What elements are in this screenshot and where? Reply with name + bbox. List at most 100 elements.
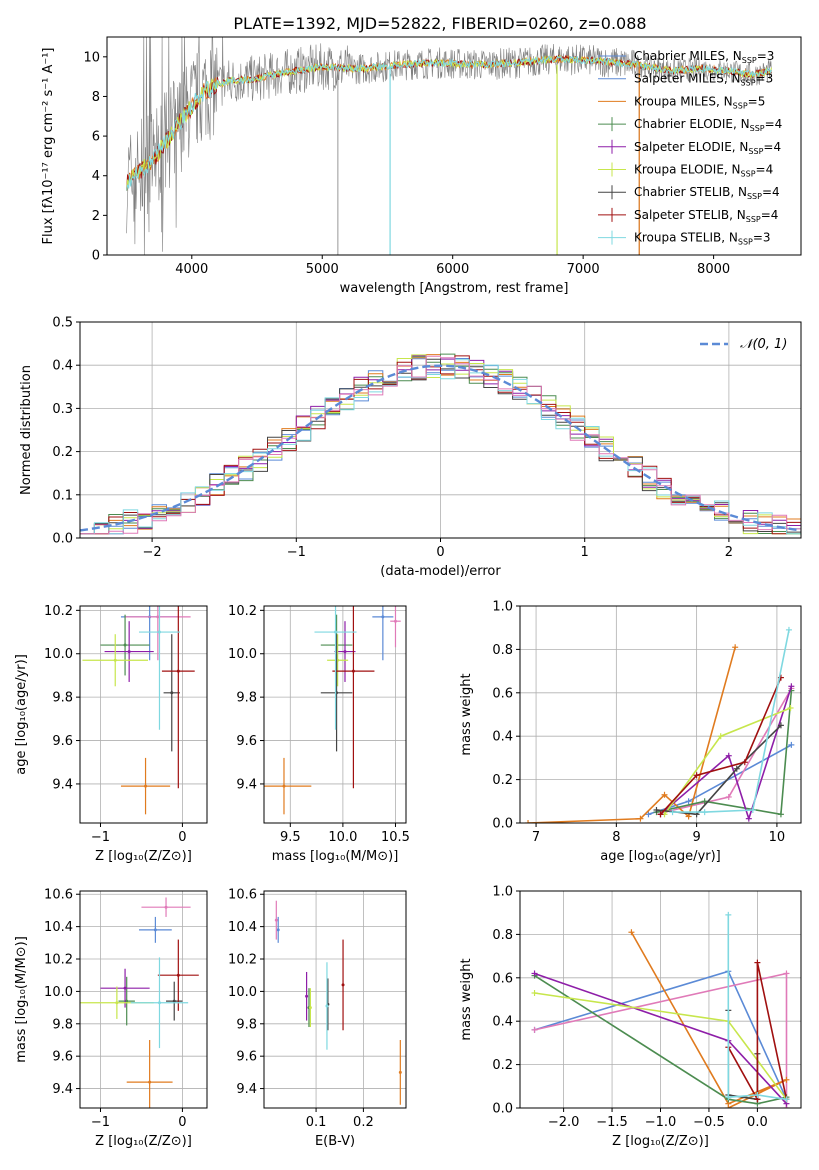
axes-frame — [263, 890, 407, 1109]
histogram-red — [80, 355, 801, 535]
data-point — [325, 1004, 329, 1008]
legend-sub: SSP — [738, 238, 753, 247]
data-point — [157, 1001, 161, 1005]
x-axis-label: mass [log₁₀(M/M⊙)] — [272, 849, 399, 864]
legend-tail: =5 — [748, 94, 766, 108]
y-tick-label: 0.4 — [52, 359, 73, 374]
data-point — [282, 784, 286, 788]
legend-sub: SSP — [733, 101, 748, 110]
axes-frame — [519, 605, 802, 824]
y-tick-label: 9.4 — [52, 1082, 73, 1097]
legend-label: Kroupa MILES, N — [634, 94, 733, 108]
data-point — [274, 918, 278, 922]
legend-entry: Salpeter MILES, NSSP=3 — [634, 72, 773, 88]
x-tick-label: −2.0 — [548, 1115, 580, 1130]
legend-entry: Chabrier STELIB, NSSP=4 — [634, 185, 780, 201]
y-axis-label: age [log₁₀(age/yr)] — [14, 654, 29, 775]
histogram-pink — [80, 355, 801, 535]
data-point — [393, 619, 397, 623]
axes-frame — [79, 605, 208, 824]
panel-age-weight: 7 8 9 10 0.0 0.2 0.4 0.6 0.8 1.0 age [log₁₀(age/yr… — [459, 600, 802, 864]
legend-sub: SSP — [742, 56, 757, 65]
legend-tail: =4 — [761, 208, 779, 222]
model-spectrum-yellowgreen — [126, 54, 772, 191]
legend-entry: Kroupa STELIB, NSSP=3 — [634, 231, 771, 247]
x-tick-label: −2 — [143, 545, 162, 560]
y-tick-label: 10 — [83, 50, 100, 65]
x-tick-label: 0.1 — [306, 1115, 327, 1130]
plot-area — [531, 911, 790, 1108]
legend-entry: Chabrier MILES, NSSP=3 — [634, 49, 774, 65]
y-tick-label: 9.4 — [236, 1082, 257, 1097]
axes-frame — [106, 36, 802, 256]
data-point — [176, 973, 180, 977]
x-tick-label: −1.0 — [645, 1115, 677, 1130]
legend-label: Kroupa STELIB, N — [634, 231, 738, 245]
x-axis-label: wavelength [Angstrom, rest frame] — [340, 281, 569, 296]
panel-residuals: −2 −1 0 1 2 0.0 0.1 0.2 0.3 0.4 0.5 (data-model)/er… — [19, 316, 802, 579]
x-tick-label: 5000 — [306, 262, 339, 277]
y-tick-label: 0.2 — [52, 445, 73, 460]
x-tick-label: 9.5 — [280, 830, 301, 845]
x-tick-label: 0.0 — [747, 1115, 768, 1130]
y-tick-label: 9.8 — [236, 1017, 257, 1032]
y-tick-label: 0.3 — [52, 402, 73, 417]
y-tick-label: 10.4 — [228, 920, 257, 935]
legend-sub: SSP — [750, 124, 765, 133]
y-axis-label: mass [log₁₀(M/M⊙)] — [14, 936, 29, 1063]
axes-frame — [79, 890, 208, 1109]
panel-z-mass: −1 0 9.4 9.6 9.8 10.0 10.2 10.4 10.6 Z [log₁₀(Z/Z… — [14, 888, 208, 1149]
y-tick-label: 1.0 — [492, 885, 513, 900]
x-tick-label: 0 — [178, 1115, 186, 1130]
y-axis-label: mass weight — [459, 673, 474, 755]
legend-sub: SSP — [746, 215, 761, 224]
y-tick-label: 0.8 — [492, 643, 513, 658]
data-point — [144, 784, 148, 788]
y-tick-label: 8 — [92, 90, 100, 105]
data-point — [398, 1070, 402, 1074]
y-tick-label: 6 — [92, 130, 100, 145]
plot-area — [525, 626, 795, 823]
weight-line-orange — [527, 646, 736, 823]
y-tick-label: 1.0 — [492, 600, 513, 615]
x-tick-label: 6000 — [436, 262, 469, 277]
x-tick-label: 8 — [612, 830, 620, 845]
axes-frame — [79, 321, 802, 539]
legend-sub: SSP — [747, 192, 762, 201]
data-point — [176, 669, 180, 673]
histogram-cyan — [80, 359, 801, 535]
y-tick-label: 0.6 — [492, 686, 513, 701]
legend-label: 𝒩(0, 1) — [740, 337, 787, 352]
x-tick-label: −1 — [91, 830, 110, 845]
y-tick-label: 0.2 — [492, 773, 513, 788]
y-axis-label: Flux [fλ10⁻¹⁷ erg cm⁻² s⁻¹ A⁻¹] — [41, 48, 56, 245]
x-axis-label: age [log₁₀(age/yr)] — [600, 849, 721, 864]
y-tick-label: 0.8 — [492, 928, 513, 943]
y-tick-label: 10.0 — [228, 985, 257, 1000]
x-tick-label: 7 — [532, 830, 540, 845]
x-tick-label: 0.2 — [353, 1115, 374, 1130]
legend-sub: SSP — [748, 147, 763, 156]
weight-line-green — [656, 690, 793, 816]
x-tick-label: −1 — [287, 545, 306, 560]
data-point — [115, 1001, 119, 1005]
y-tick-label: 0.6 — [492, 971, 513, 986]
x-tick-label: 0 — [178, 830, 186, 845]
y-tick-label: 9.4 — [236, 777, 257, 792]
legend-label: Salpeter STELIB, N — [634, 208, 746, 222]
x-tick-label: −1 — [91, 1115, 110, 1130]
y-tick-label: 9.6 — [236, 734, 257, 749]
weight-line-red — [659, 677, 782, 815]
plot-area — [80, 353, 801, 535]
legend-sub: SSP — [741, 170, 756, 179]
weight-line-red — [727, 962, 788, 1103]
data-point — [334, 630, 338, 634]
y-tick-label: 10.0 — [44, 647, 73, 662]
data-point — [123, 986, 127, 990]
y-tick-label: 0.1 — [52, 488, 73, 503]
legend-tail: =4 — [762, 185, 780, 199]
weight-line-cyan — [672, 629, 790, 813]
y-tick-label: 0.0 — [52, 532, 73, 547]
data-point — [381, 615, 385, 619]
y-tick-label: 9.8 — [52, 691, 73, 706]
